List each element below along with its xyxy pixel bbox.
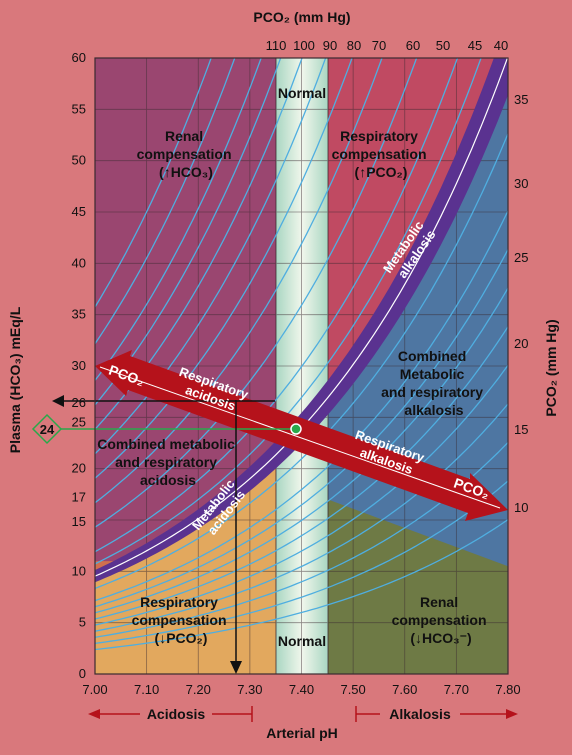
bottom-tick-label: 7.00 bbox=[82, 682, 107, 697]
top-tick-label: 80 bbox=[347, 38, 361, 53]
normal-bottom-label: Normal bbox=[278, 633, 326, 649]
respiratory-arrow bbox=[95, 350, 508, 521]
alkalosis-label-bg bbox=[380, 704, 460, 724]
region-labels: Renal compensation (↑HCO₃) Respiratory c… bbox=[97, 85, 491, 649]
left-tick-label: 60 bbox=[72, 50, 86, 65]
left-axis-ticks: 0 5 10 15 17 20 25 26 30 35 40 45 50 55 60 bbox=[72, 50, 86, 681]
pco2-isobar bbox=[95, 249, 508, 608]
left-tick-label: 45 bbox=[72, 204, 86, 219]
hco3-24-marker-label: 24 bbox=[40, 422, 55, 437]
top-tick-label: 110 bbox=[266, 38, 287, 53]
left-tick-label: 20 bbox=[72, 461, 86, 476]
alkalosis-label: Alkalosis bbox=[389, 706, 451, 722]
right-tick-label: 15 bbox=[514, 422, 528, 437]
left-axis-title: Plasma (HCO₃) mEq/L bbox=[7, 306, 23, 453]
pco2-isobar bbox=[95, 287, 508, 614]
pco2-isobar bbox=[95, 58, 236, 345]
renal-compensation-bottom-label: Renal compensation (↓HCO₃⁻) bbox=[392, 594, 491, 646]
hco3-24-marker bbox=[31, 413, 63, 445]
top-tick-label: 90 bbox=[323, 38, 337, 53]
right-tick-label: 20 bbox=[514, 336, 528, 351]
pco2-isobar bbox=[95, 133, 508, 590]
top-tick-label: 45 bbox=[468, 38, 482, 53]
right-tick-label: 25 bbox=[514, 250, 528, 265]
left-tick-label: 40 bbox=[72, 255, 86, 270]
bottom-tick-label: 7.40 bbox=[289, 682, 314, 697]
alkalosis-arrowhead bbox=[506, 709, 518, 719]
pco2-isobar bbox=[95, 58, 383, 504]
hco3-26-arrowhead bbox=[52, 395, 64, 407]
top-axis-title: PCO₂ (mm Hg) bbox=[253, 9, 350, 25]
left-tick-label: 25 bbox=[72, 414, 86, 429]
right-axis-ticks: 10 15 20 25 30 35 bbox=[514, 92, 528, 515]
top-tick-label: 50 bbox=[436, 38, 450, 53]
right-tick-label: 35 bbox=[514, 92, 528, 107]
normal-top-label: Normal bbox=[278, 85, 326, 101]
respiratory-compensation-top-region bbox=[276, 58, 508, 428]
left-tick-label: 35 bbox=[72, 307, 86, 322]
bottom-axis-title: Arterial pH bbox=[266, 725, 338, 741]
pco2-isobar bbox=[95, 58, 262, 381]
pco2-isobar bbox=[95, 58, 482, 565]
respiratory-compensation-bottom-label: Respiratory compensation (↓PCO₂) bbox=[132, 594, 231, 646]
pco2-isobar bbox=[95, 364, 508, 626]
acidosis-arrowhead bbox=[88, 709, 100, 719]
pco2-isobar bbox=[95, 58, 459, 553]
bottom-tick-label: 7.50 bbox=[340, 682, 365, 697]
right-axis-title: PCO₂ (mm Hg) bbox=[543, 319, 559, 416]
bottom-tick-label: 7.10 bbox=[134, 682, 159, 697]
bottom-tick-label: 7.80 bbox=[495, 682, 520, 697]
grid-lines bbox=[94, 57, 509, 675]
acidosis-label: Acidosis bbox=[147, 706, 206, 722]
bottom-tick-label: 7.60 bbox=[392, 682, 417, 697]
left-tick-label: 55 bbox=[72, 101, 86, 116]
pco2-isobar bbox=[95, 480, 508, 645]
pco2-isobar bbox=[95, 58, 418, 528]
acidosis-label-bg bbox=[140, 704, 212, 724]
left-tick-label: 10 bbox=[72, 563, 86, 578]
left-tick-label: 30 bbox=[72, 358, 86, 373]
pco2-isobar bbox=[95, 519, 508, 651]
top-tick-label: 60 bbox=[406, 38, 420, 53]
right-tick-label: 10 bbox=[514, 500, 528, 515]
renal-compensation-top-label: Renal compensation (↑HCO₃) bbox=[137, 128, 236, 180]
left-tick-label: 50 bbox=[72, 153, 86, 168]
top-tick-label: 100 bbox=[293, 38, 315, 53]
pco2-isobar bbox=[95, 442, 508, 638]
renal-compensation-bottom-region bbox=[328, 499, 508, 674]
pco2-isobar bbox=[95, 58, 353, 479]
ph-arrowhead bbox=[230, 661, 242, 674]
pco2-isobar bbox=[95, 58, 327, 455]
left-tick-label: 26 bbox=[72, 395, 86, 410]
combined-alkalosis-label: Combined Metabolic and respiratory alkal… bbox=[381, 348, 487, 418]
pco2-isobar bbox=[95, 58, 212, 308]
normal-point-marker bbox=[290, 423, 302, 435]
bottom-tick-label: 7.20 bbox=[186, 682, 211, 697]
pco2-isobar bbox=[95, 326, 508, 620]
right-tick-label: 30 bbox=[514, 176, 528, 191]
left-tick-label: 17 bbox=[72, 489, 86, 504]
plot-border bbox=[94, 57, 509, 675]
top-tick-label: 70 bbox=[372, 38, 386, 53]
bottom-tick-label: 7.30 bbox=[237, 682, 262, 697]
left-tick-label: 5 bbox=[79, 615, 86, 630]
left-tick-label: 15 bbox=[72, 514, 86, 529]
respiratory-compensation-top-label: Respiratory compensation (↑PCO₂) bbox=[332, 128, 431, 180]
combined-acidosis-label: Combined metabolic and respiratory acido… bbox=[97, 436, 239, 488]
top-axis-ticks: 110 100 90 80 70 60 50 45 40 bbox=[266, 38, 509, 53]
left-tick-label: 0 bbox=[79, 666, 86, 681]
bottom-tick-label: 7.70 bbox=[444, 682, 469, 697]
respiratory-arrow-centerline bbox=[99, 366, 501, 509]
top-tick-label: 40 bbox=[494, 38, 508, 53]
pco2-isobar bbox=[95, 210, 508, 602]
bottom-axis-ticks: 7.00 7.10 7.20 7.30 7.40 7.50 7.60 7.70 7.80 bbox=[82, 682, 520, 697]
